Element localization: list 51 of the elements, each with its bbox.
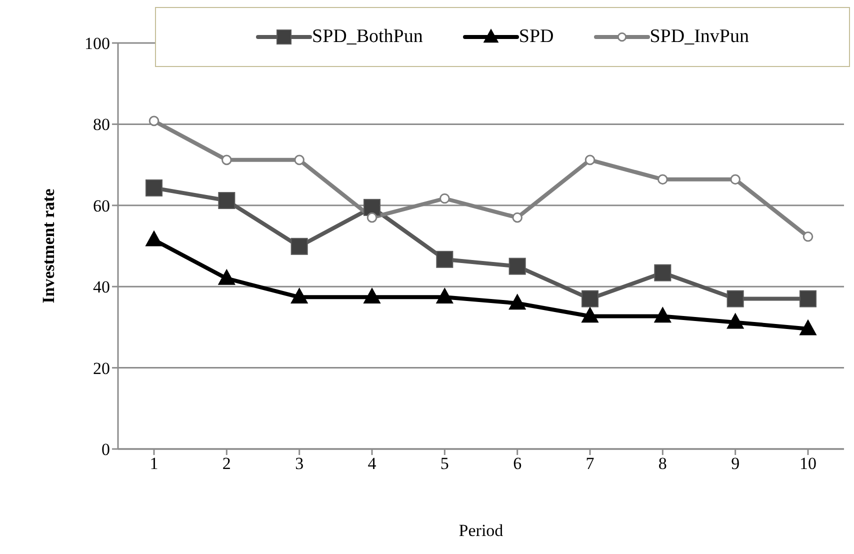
point [364,198,380,216]
point [730,174,740,185]
point [658,174,668,185]
y-axis-title: Investment rate [39,188,58,304]
point [799,319,817,336]
legend-label: SPD [518,26,554,48]
point [726,290,744,308]
point [222,154,232,166]
x-tick-label: 2 [222,454,231,474]
x-tick-label: 4 [368,454,377,474]
y-tick-label: 40 [93,278,110,297]
x-tick-label: 5 [440,454,449,474]
point [584,154,596,166]
point [146,179,162,196]
x-tick-label: 8 [658,454,667,474]
point [218,268,236,285]
point [581,306,599,323]
x-tick-label: 1 [150,454,158,474]
point [654,306,672,323]
point [290,288,308,304]
x-axis-title: Period [458,521,504,540]
point [800,290,816,308]
point [582,290,598,308]
y-tick-label: 20 [93,358,110,378]
point [366,212,378,223]
point [508,294,526,310]
x-tick-label: 9 [731,454,740,474]
legend-label: SPD_InvPun [650,26,749,48]
point [508,258,526,275]
y-tick-label: 0 [102,440,110,460]
point [802,232,814,242]
point [294,154,304,166]
point [440,193,450,204]
point [726,312,744,329]
point [363,288,381,304]
point [218,192,236,210]
point [512,212,522,223]
x-tick-label: 3 [295,454,304,474]
y-tick-label: 100 [84,34,110,54]
point [436,250,454,268]
point [145,230,163,246]
x-tick-label: 10 [800,454,816,474]
point [290,238,308,255]
x-tick-label: 6 [513,454,522,474]
point [148,116,160,126]
point [436,288,454,304]
y-tick-label: 60 [93,196,110,216]
legend-label: SPD_BothPun [312,26,423,48]
point [654,264,672,282]
x-tick-label: 7 [586,454,595,474]
y-tick-label: 80 [93,115,110,134]
